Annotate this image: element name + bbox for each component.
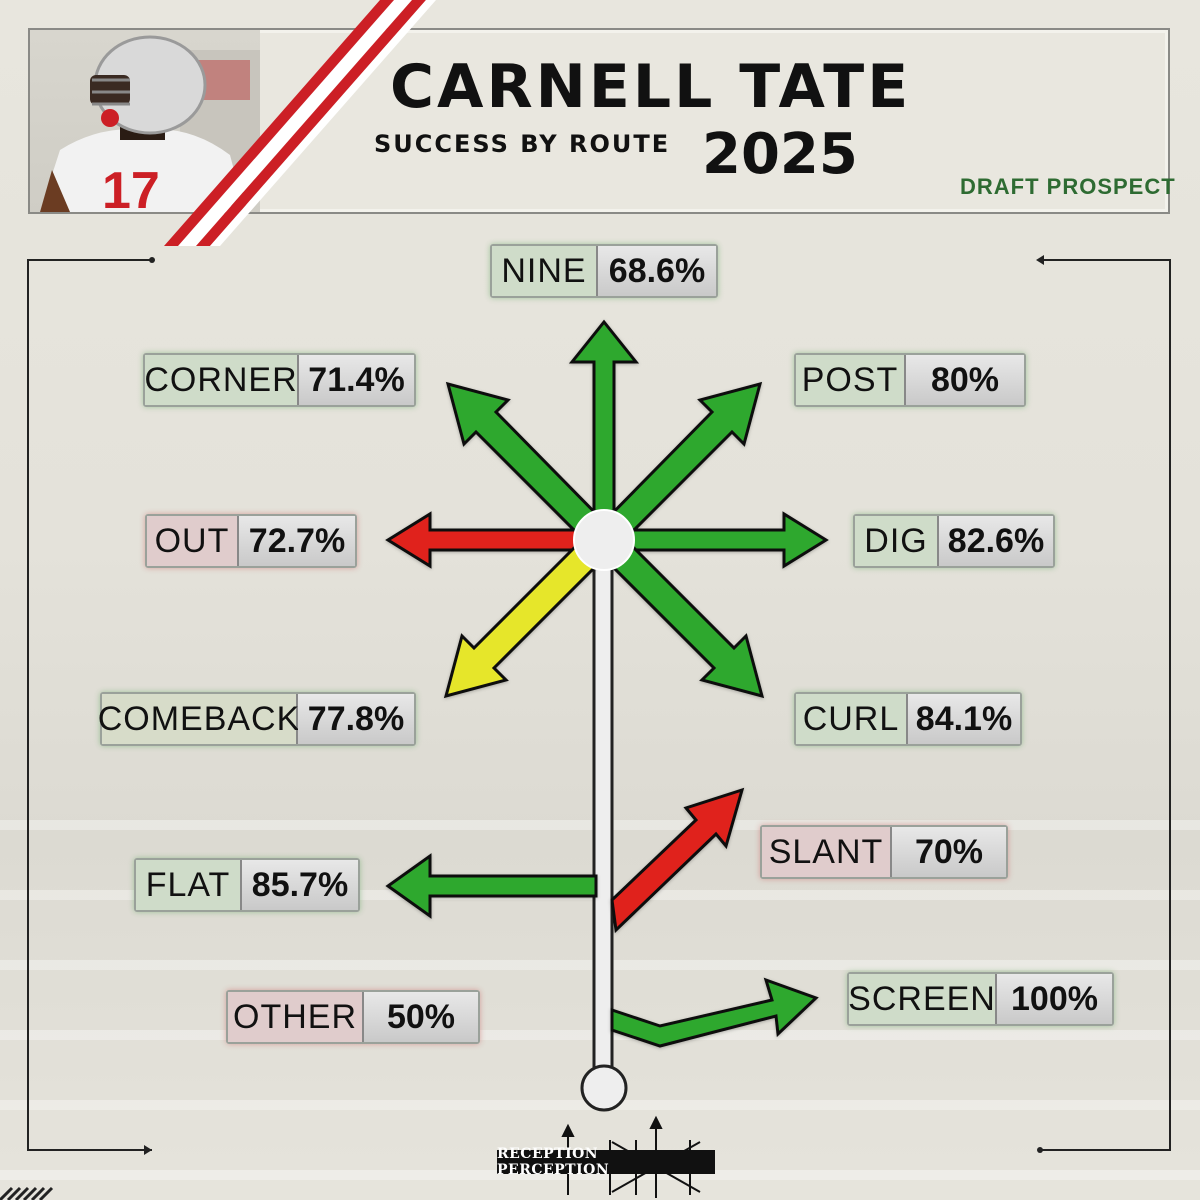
- route-value: 80%: [906, 355, 1024, 405]
- season-year: 2025: [702, 122, 858, 187]
- comeback-arrow: [443, 527, 615, 699]
- reception-perception-logo: RECEPTION PERCEPTION: [497, 1146, 715, 1178]
- route-value: 82.6%: [939, 516, 1053, 566]
- route-value: 68.6%: [598, 246, 716, 296]
- draft-prospect-tag: DRAFT PROSPECT: [960, 174, 1176, 199]
- route-label-nine: NINE 68.6%: [490, 244, 718, 298]
- route-label-dig: DIG 82.6%: [853, 514, 1055, 568]
- route-name: COMEBACK: [98, 694, 299, 744]
- route-name: FLAT: [136, 860, 242, 910]
- route-name: SLANT: [762, 827, 892, 877]
- first-name: CARNELL: [390, 52, 716, 122]
- subtitle: SUCCESS BY ROUTE: [374, 130, 671, 158]
- route-label-other: OTHER 50%: [226, 990, 480, 1044]
- last-name: TATE: [739, 52, 912, 122]
- route-value: 77.8%: [298, 694, 414, 744]
- route-start-dot: [580, 1064, 628, 1112]
- route-name: DIG: [855, 516, 939, 566]
- route-value: 100%: [997, 974, 1112, 1024]
- route-label-flat: FLAT 85.7%: [134, 858, 360, 912]
- route-value: 84.1%: [908, 694, 1020, 744]
- route-value: 72.7%: [239, 516, 355, 566]
- route-name: CURL: [796, 694, 908, 744]
- route-label-screen: SCREEN 100%: [847, 972, 1114, 1026]
- route-name: OUT: [147, 516, 239, 566]
- route-value: 70%: [892, 827, 1006, 877]
- route-label-post: POST 80%: [794, 353, 1026, 407]
- route-name: NINE: [492, 246, 598, 296]
- route-label-corner: CORNER 71.4%: [143, 353, 416, 407]
- slant-arrow: [610, 787, 745, 934]
- flat-arrow: [385, 853, 598, 919]
- screen-arrow: [610, 977, 819, 1048]
- jersey-number: 17: [102, 162, 160, 212]
- route-name: POST: [796, 355, 906, 405]
- route-name: SCREEN: [848, 974, 997, 1024]
- route-value: 85.7%: [242, 860, 358, 910]
- curl-arrow: [593, 527, 765, 699]
- route-value: 71.4%: [299, 355, 414, 405]
- route-stem: [592, 538, 614, 1092]
- route-label-slant: SLANT 70%: [760, 825, 1008, 879]
- route-label-curl: CURL 84.1%: [794, 692, 1022, 746]
- route-name: OTHER: [228, 992, 364, 1042]
- route-value: 50%: [364, 992, 478, 1042]
- route-label-out: OUT 72.7%: [145, 514, 357, 568]
- route-label-comeback: COMEBACK 77.8%: [98, 692, 416, 746]
- route-name: CORNER: [144, 355, 299, 405]
- player-name: CARNELL TATE: [390, 52, 911, 122]
- route-hub: [573, 509, 635, 571]
